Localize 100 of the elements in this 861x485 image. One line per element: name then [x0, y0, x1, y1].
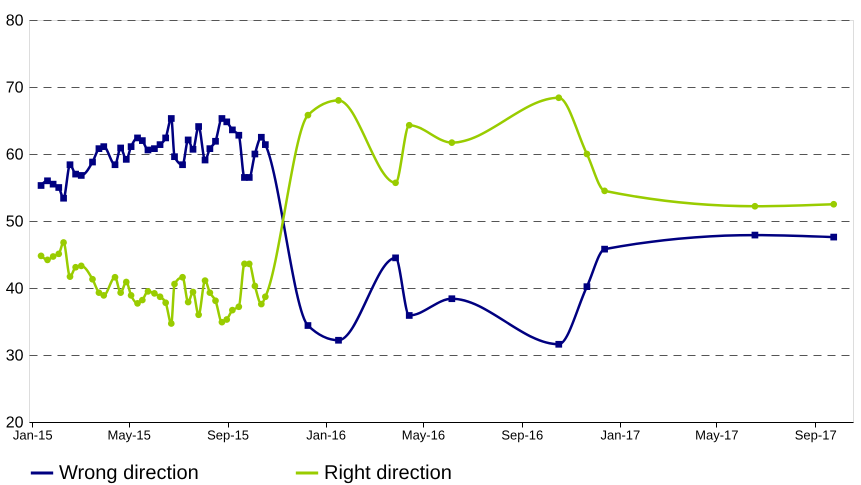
point: [151, 145, 158, 152]
x-tick-label: Sep-16: [501, 428, 544, 442]
point: [112, 274, 118, 281]
point: [38, 182, 44, 189]
point: [448, 139, 456, 146]
point: [89, 276, 96, 283]
point: [78, 262, 85, 270]
point: [223, 118, 230, 126]
point: [144, 288, 152, 295]
point: [38, 252, 44, 260]
x-tick-label: May-17: [695, 428, 739, 442]
point: [168, 320, 175, 327]
x-tick-label: Jan-17: [600, 428, 640, 442]
point: [190, 146, 196, 153]
point: [335, 336, 342, 344]
point: [179, 161, 186, 168]
point: [202, 277, 208, 284]
point: [44, 177, 51, 184]
point: [202, 156, 208, 164]
point: [335, 97, 342, 104]
point: [162, 134, 170, 142]
y-tick-label: 70: [6, 80, 24, 96]
point: [830, 200, 838, 208]
point: [304, 322, 312, 329]
point: [229, 126, 236, 134]
point: [229, 306, 236, 314]
point: [246, 260, 253, 268]
point: [156, 141, 164, 148]
point: [406, 312, 413, 319]
point: [100, 292, 108, 299]
point: [258, 134, 265, 141]
point: [752, 232, 758, 238]
point: [171, 280, 178, 288]
point: [584, 283, 590, 290]
point: [60, 239, 67, 246]
point: [195, 311, 202, 318]
legend-label: Wrong direction: [59, 462, 199, 484]
y-tick-label: 30: [6, 348, 24, 364]
point: [162, 299, 170, 306]
legend-label: Right direction: [324, 462, 452, 484]
point: [830, 234, 838, 240]
point: [156, 293, 164, 300]
point: [78, 172, 85, 179]
point: [117, 289, 124, 296]
point: [122, 278, 130, 286]
point: [171, 153, 178, 160]
point: [601, 188, 608, 194]
point: [258, 300, 265, 308]
point: [128, 292, 134, 299]
point: [601, 246, 608, 252]
point: [55, 184, 62, 191]
point: [555, 94, 562, 102]
point: [66, 273, 74, 280]
point: [60, 194, 67, 202]
point: [44, 256, 51, 264]
point: [138, 296, 146, 304]
x-tick-label: Sep-15: [207, 428, 250, 442]
point: [184, 298, 192, 306]
x-tick-label: Jan-16: [306, 428, 346, 442]
point: [206, 289, 214, 296]
point: [184, 136, 192, 144]
point: [117, 144, 124, 152]
point: [246, 174, 253, 181]
point: [100, 143, 108, 150]
point: [55, 250, 62, 258]
y-tick-label: 80: [6, 12, 24, 30]
y-tick-label: 50: [6, 214, 24, 230]
point: [190, 288, 196, 296]
point: [262, 141, 269, 148]
point: [122, 156, 130, 163]
point: [128, 143, 134, 150]
point: [151, 290, 158, 297]
point: [752, 202, 758, 210]
point: [50, 253, 56, 260]
point: [112, 161, 118, 168]
point: [144, 146, 152, 154]
point: [304, 112, 312, 118]
point: [392, 254, 399, 262]
point: [212, 297, 219, 304]
point: [235, 303, 242, 310]
point: [262, 293, 269, 300]
x-tick-label: May-16: [402, 428, 446, 442]
point: [223, 316, 230, 323]
point: [392, 179, 399, 186]
point: [206, 145, 214, 152]
point: [134, 300, 141, 307]
point: [212, 138, 219, 145]
point: [138, 137, 146, 144]
point: [584, 150, 590, 158]
point: [89, 158, 96, 166]
x-tick-label: Sep-17: [794, 428, 837, 442]
x-tick-label: May-15: [108, 428, 151, 442]
y-tick-label: 60: [6, 146, 24, 164]
point: [448, 295, 456, 302]
point: [66, 161, 74, 168]
point: [252, 150, 258, 158]
point: [555, 340, 562, 348]
point: [72, 264, 79, 271]
point: [179, 274, 186, 281]
point: [195, 123, 202, 130]
